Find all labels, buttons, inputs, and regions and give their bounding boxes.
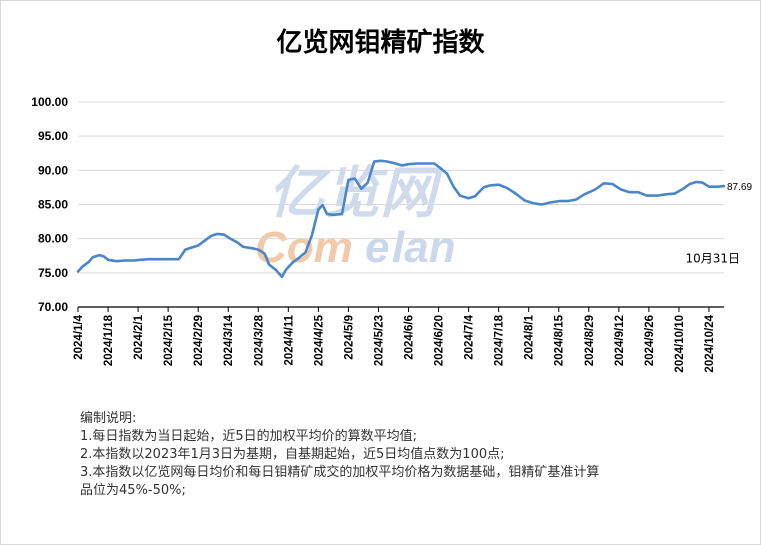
chart-title: 亿览网钼精矿指数 bbox=[276, 28, 485, 58]
watermark-en-right: lan bbox=[392, 223, 456, 272]
last-value-label: 87.69 bbox=[727, 182, 752, 193]
x-tick-label: 2024/2/1 bbox=[133, 314, 145, 359]
x-tick-label: 2024/4/25 bbox=[313, 314, 325, 366]
x-tick-label: 2024/3/28 bbox=[253, 314, 265, 366]
watermark-en-mark: e bbox=[365, 223, 389, 272]
notes-line-2: 2.本指数以2023年1月3日为基期，自基期起始，近5日均值点数为100点; bbox=[80, 447, 505, 462]
y-tick-label: 100.00 bbox=[31, 95, 68, 109]
series-line bbox=[76, 159, 726, 279]
notes-line-4: 品位为45%-50%; bbox=[80, 483, 186, 498]
x-tick-label: 2024/7/18 bbox=[494, 314, 506, 366]
x-tick-label: 2024/1/4 bbox=[73, 314, 85, 359]
x-tick-label: 2024/5/23 bbox=[373, 315, 385, 366]
x-tick-label: 2024/1/18 bbox=[103, 314, 115, 366]
y-tick-label: 75.00 bbox=[38, 266, 68, 280]
grid-lines bbox=[78, 101, 724, 308]
x-tick-label: 2024/9/26 bbox=[644, 315, 656, 366]
date-annotation: 10月31日 bbox=[685, 252, 740, 266]
x-tick-label: 2024/5/9 bbox=[343, 315, 355, 360]
x-tick-label: 2024/2/15 bbox=[163, 314, 175, 366]
x-tick-label: 2024/10/24 bbox=[704, 314, 716, 372]
y-tick-label: 90.00 bbox=[38, 163, 68, 177]
x-tick-label: 2024/6/20 bbox=[434, 315, 446, 366]
notes-line-3: 3.本指数以亿览网每日均价和每日钼精矿成交的加权平均价格为数据基础，钼精矿基准计… bbox=[80, 465, 600, 480]
x-tick-label: 2024/8/29 bbox=[584, 315, 596, 366]
watermark: 亿览网 Com e lan bbox=[255, 161, 456, 272]
notes: 编制说明: 1.每日指数为当日起始，近5日的加权平均价的算数平均值; 2.本指数… bbox=[80, 410, 680, 500]
y-axis: 70.00 75.00 80.00 85.00 90.00 95.00 100.00 bbox=[31, 95, 68, 314]
watermark-en-left: Com bbox=[255, 223, 353, 272]
chart-area: 亿览网 Com e lan 70.00 75.00 80.00 85.00 90.00 9… bbox=[31, 95, 752, 373]
x-tick-label: 2024/7/4 bbox=[464, 314, 476, 359]
x-tick-label: 2024/6/6 bbox=[404, 315, 416, 360]
notes-heading: 编制说明: bbox=[80, 411, 137, 426]
x-tick-label: 2024/3/14 bbox=[223, 314, 235, 366]
y-tick-label: 70.00 bbox=[38, 300, 68, 314]
x-tick-label: 2024/4/11 bbox=[283, 314, 295, 365]
x-tick-label: 2024/9/12 bbox=[614, 315, 626, 366]
x-tick-label: 2024/10/10 bbox=[674, 315, 686, 373]
notes-line-1: 1.每日指数为当日起始，近5日的加权平均价的算数平均值; bbox=[80, 429, 418, 444]
y-tick-label: 85.00 bbox=[38, 198, 68, 212]
x-axis: 2024/1/4 2024/1/18 2024/2/1 2024/2/15 2024/2… bbox=[73, 307, 716, 373]
x-tick-label: 2024/8/1 bbox=[524, 314, 536, 359]
x-tick-label: 2024/8/15 bbox=[554, 314, 566, 366]
y-tick-label: 80.00 bbox=[38, 232, 68, 246]
x-tick-label: 2024/2/29 bbox=[193, 315, 205, 366]
y-tick-label: 95.00 bbox=[38, 129, 68, 143]
watermark-cn: 亿览网 bbox=[268, 161, 444, 226]
